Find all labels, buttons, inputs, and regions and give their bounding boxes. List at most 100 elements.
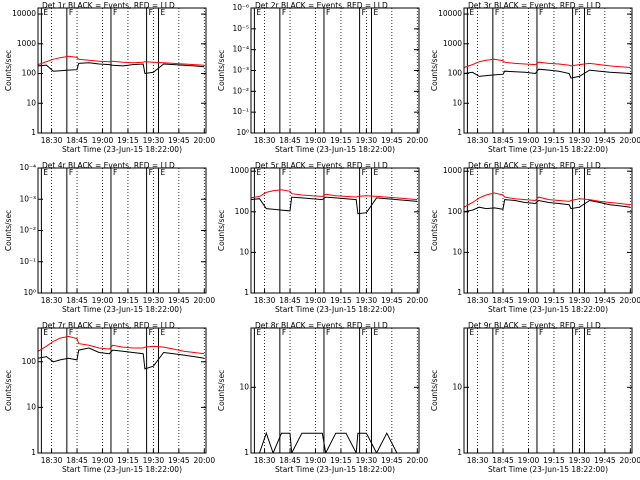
y-tick-label: 10	[452, 247, 462, 256]
x-axis-label: Start Time (23-Jun-15 18:22:00)	[275, 145, 395, 154]
x-tick-label: 19:15	[117, 136, 139, 145]
marker-label: E	[373, 328, 378, 337]
panel: 18:30 18:45 19:00 19:15 19:30 19:45 20:00 10⁰ 10…	[217, 1, 428, 154]
y-axis-label: Counts/sec	[217, 50, 226, 91]
x-tick-label: 18:30	[254, 136, 276, 145]
x-tick-label: 18:30	[41, 136, 63, 145]
x-tick-label: 18:30	[467, 136, 489, 145]
y-tick-label: 10⁻⁶	[232, 3, 249, 12]
plot-area	[466, 328, 631, 453]
marker-label: E	[160, 328, 165, 337]
y-tick-label: 100	[448, 207, 463, 216]
chart-title: Det 3r BLACK = Events, RED = LLD	[468, 1, 601, 10]
chart-title: Det 4r BLACK = Events, RED = LLD	[42, 161, 175, 170]
x-tick-label: 19:15	[330, 456, 352, 465]
x-axis-label: Start Time (23-Jun-15 18:22:00)	[62, 465, 182, 474]
y-tick-label: 10⁻³	[232, 66, 249, 75]
x-tick-label: 19:45	[381, 456, 403, 465]
x-tick-label: 19:00	[305, 296, 327, 305]
x-tick-label: 19:15	[543, 456, 565, 465]
x-tick-label: 18:30	[41, 456, 63, 465]
x-tick-label: 18:45	[66, 296, 88, 305]
marker-label: F	[362, 8, 366, 17]
y-tick-label: 10⁻²	[19, 226, 36, 235]
plot-area	[464, 8, 631, 133]
x-tick-label: 18:30	[41, 296, 63, 305]
y-tick-label: 10000	[438, 9, 462, 18]
y-tick-label: 1000	[443, 39, 462, 48]
marker-label: E	[469, 168, 474, 177]
marker-label: E	[43, 168, 48, 177]
marker-label: F	[539, 328, 543, 337]
y-tick-label: 10⁻¹	[19, 257, 36, 266]
x-axis-label: Start Time (23-Jun-15 18:22:00)	[488, 145, 608, 154]
x-tick-label: 18:45	[492, 296, 514, 305]
marker-label: F	[69, 168, 73, 177]
x-tick-label: 20:00	[193, 296, 215, 305]
marker-label: E	[469, 8, 474, 17]
x-tick-label: 19:15	[117, 296, 139, 305]
x-tick-label: 19:45	[594, 296, 616, 305]
x-tick-label: 19:30	[356, 296, 378, 305]
x-tick-label: 19:00	[518, 456, 540, 465]
x-axis-label: Start Time (23-Jun-15 18:22:00)	[62, 145, 182, 154]
panel: 18:30 18:45 19:00 19:15 19:30 19:45 20:00 1 10 10…	[430, 1, 640, 154]
x-tick-label: 19:00	[518, 136, 540, 145]
marker-label: F	[575, 168, 579, 177]
y-tick-label: 100	[235, 207, 250, 216]
chart-title: Det 6r BLACK = Events, RED = LLD	[468, 161, 601, 170]
x-tick-label: 19:00	[518, 296, 540, 305]
marker-label: F	[326, 8, 330, 17]
y-axis-label: Counts/sec	[4, 50, 13, 91]
plot-area	[251, 168, 418, 293]
x-tick-label: 18:45	[492, 456, 514, 465]
series-line	[464, 68, 631, 79]
y-tick-label: 10	[239, 247, 249, 256]
y-axis-label: Counts/sec	[430, 370, 439, 411]
y-tick-label: 10⁻¹	[232, 107, 249, 116]
x-tick-label: 19:30	[569, 296, 591, 305]
panel: 18:30 18:45 19:00 19:15 19:30 19:45 20:00 10⁰ 10…	[4, 161, 215, 314]
x-axis-label: Start Time (23-Jun-15 18:22:00)	[488, 305, 608, 314]
x-axis-label: Start Time (23-Jun-15 18:22:00)	[488, 465, 608, 474]
series-line	[251, 431, 418, 453]
marker-label: F	[326, 168, 330, 177]
panel: 18:30 18:45 19:00 19:15 19:30 19:45 20:00 1 10 10…	[4, 1, 215, 154]
x-axis-label: Start Time (23-Jun-15 18:22:00)	[62, 305, 182, 314]
axes-box	[37, 327, 207, 454]
series-line	[251, 189, 418, 201]
marker-label: F	[69, 328, 73, 337]
x-tick-label: 19:30	[356, 456, 378, 465]
panel: 18:30 18:45 19:00 19:15 19:30 19:45 20:00 1 10 10…	[4, 321, 215, 474]
marker-label: F	[149, 328, 153, 337]
marker-label: F	[113, 328, 117, 337]
marker-label: E	[160, 8, 165, 17]
x-tick-label: 18:45	[279, 136, 301, 145]
x-tick-label: 19:00	[92, 456, 114, 465]
x-tick-label: 19:00	[305, 136, 327, 145]
y-tick-label: 100	[448, 69, 463, 78]
x-tick-label: 18:45	[279, 456, 301, 465]
marker-label: F	[495, 328, 499, 337]
marker-label: E	[43, 328, 48, 337]
x-tick-label: 19:15	[330, 296, 352, 305]
series-line	[38, 62, 205, 75]
x-tick-label: 20:00	[406, 456, 428, 465]
marker-label: F	[362, 328, 366, 337]
y-axis-label: Counts/sec	[217, 210, 226, 251]
marker-label: F	[282, 328, 286, 337]
y-tick-label: 10	[26, 98, 36, 107]
y-tick-label: 1000	[17, 39, 36, 48]
series-line	[38, 335, 205, 355]
axes-box	[463, 167, 633, 294]
x-tick-label: 18:30	[467, 296, 489, 305]
y-axis-label: Counts/sec	[430, 210, 439, 251]
plot-area	[251, 328, 418, 453]
marker-label: E	[256, 328, 261, 337]
marker-label: E	[160, 168, 165, 177]
series-line	[464, 192, 631, 208]
plot-area	[38, 8, 205, 133]
marker-label: F	[362, 168, 366, 177]
